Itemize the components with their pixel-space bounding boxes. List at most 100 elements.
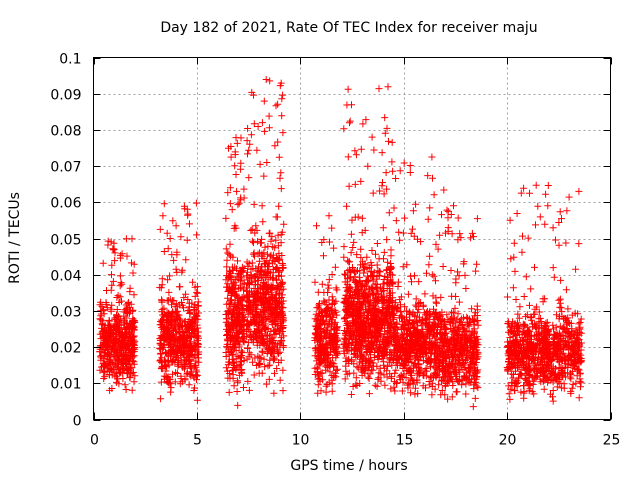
data-point bbox=[156, 357, 164, 365]
data-point bbox=[186, 370, 194, 378]
data-point bbox=[130, 378, 138, 386]
data-point bbox=[109, 323, 117, 331]
data-point bbox=[160, 372, 168, 380]
data-point bbox=[180, 294, 188, 302]
data-point bbox=[227, 143, 235, 150]
data-point bbox=[108, 261, 116, 269]
data-point bbox=[131, 317, 139, 325]
data-point bbox=[169, 327, 177, 335]
data-point bbox=[245, 146, 253, 154]
data-point bbox=[237, 361, 244, 369]
data-point bbox=[224, 249, 232, 257]
data-point bbox=[271, 142, 279, 150]
data-point bbox=[169, 370, 176, 378]
data-point bbox=[109, 277, 117, 285]
data-point bbox=[231, 162, 239, 170]
data-point bbox=[381, 381, 389, 389]
data-point bbox=[385, 209, 393, 217]
data-point bbox=[181, 322, 189, 330]
data-point bbox=[185, 325, 193, 333]
data-point bbox=[185, 342, 193, 350]
data-point bbox=[388, 138, 396, 146]
data-point bbox=[343, 101, 351, 109]
data-point bbox=[440, 186, 448, 194]
data-point bbox=[504, 293, 511, 301]
data-point bbox=[107, 356, 115, 364]
data-point bbox=[157, 333, 165, 341]
data-point bbox=[183, 356, 191, 364]
data-point bbox=[233, 187, 241, 195]
data-point bbox=[238, 357, 245, 365]
data-point bbox=[534, 202, 542, 210]
data-point bbox=[527, 285, 535, 293]
data-point bbox=[181, 365, 188, 373]
data-point bbox=[320, 289, 328, 296]
data-point bbox=[164, 276, 172, 284]
data-point bbox=[249, 358, 257, 366]
data-point bbox=[169, 343, 177, 351]
data-point bbox=[325, 284, 333, 292]
data-point bbox=[123, 306, 131, 314]
data-point bbox=[236, 371, 244, 379]
data-point bbox=[183, 236, 191, 244]
data-point bbox=[237, 159, 245, 167]
data-point bbox=[471, 394, 479, 402]
data-point bbox=[160, 324, 168, 332]
data-point bbox=[160, 200, 168, 208]
data-point bbox=[357, 245, 365, 253]
data-point bbox=[160, 304, 168, 312]
data-point bbox=[250, 250, 257, 258]
data-point bbox=[320, 252, 327, 260]
data-point bbox=[104, 241, 112, 249]
data-point bbox=[234, 329, 242, 337]
data-point bbox=[507, 255, 515, 263]
data-point bbox=[233, 388, 241, 395]
data-point bbox=[450, 202, 457, 210]
data-point bbox=[531, 263, 538, 271]
data-point bbox=[260, 172, 268, 180]
data-point bbox=[98, 342, 106, 350]
data-point bbox=[245, 174, 253, 182]
data-point bbox=[193, 376, 200, 384]
data-point bbox=[231, 151, 239, 159]
data-point bbox=[358, 214, 366, 222]
data-point bbox=[260, 255, 268, 262]
data-point bbox=[166, 317, 174, 325]
data-point bbox=[520, 293, 528, 300]
data-point bbox=[352, 151, 360, 159]
data-point bbox=[240, 185, 248, 193]
data-point bbox=[433, 299, 440, 307]
data-point bbox=[166, 340, 174, 348]
data-point bbox=[272, 213, 280, 221]
data-point bbox=[234, 201, 242, 209]
data-point bbox=[157, 378, 165, 386]
data-point bbox=[275, 359, 283, 366]
data-point bbox=[448, 292, 456, 300]
data-point bbox=[347, 391, 355, 398]
data-point bbox=[421, 290, 429, 298]
data-point bbox=[111, 257, 119, 265]
data-point bbox=[345, 258, 353, 266]
data-point bbox=[279, 91, 287, 99]
data-point bbox=[262, 76, 270, 83]
data-point bbox=[165, 341, 173, 349]
data-point bbox=[454, 214, 462, 222]
data-point bbox=[233, 293, 241, 301]
data-point bbox=[270, 389, 278, 397]
data-point bbox=[169, 357, 176, 365]
data-point bbox=[532, 181, 540, 189]
data-point bbox=[263, 159, 271, 166]
data-point bbox=[328, 293, 336, 301]
data-point bbox=[453, 388, 461, 396]
data-point bbox=[158, 296, 165, 304]
data-point bbox=[404, 290, 412, 298]
data-point bbox=[110, 345, 118, 353]
data-point bbox=[437, 293, 445, 301]
data-point bbox=[168, 301, 175, 309]
data-point bbox=[223, 272, 231, 280]
data-point bbox=[365, 390, 373, 398]
data-point bbox=[181, 376, 189, 384]
data-point bbox=[451, 304, 459, 312]
data-point bbox=[250, 200, 258, 208]
data-point bbox=[97, 310, 105, 318]
